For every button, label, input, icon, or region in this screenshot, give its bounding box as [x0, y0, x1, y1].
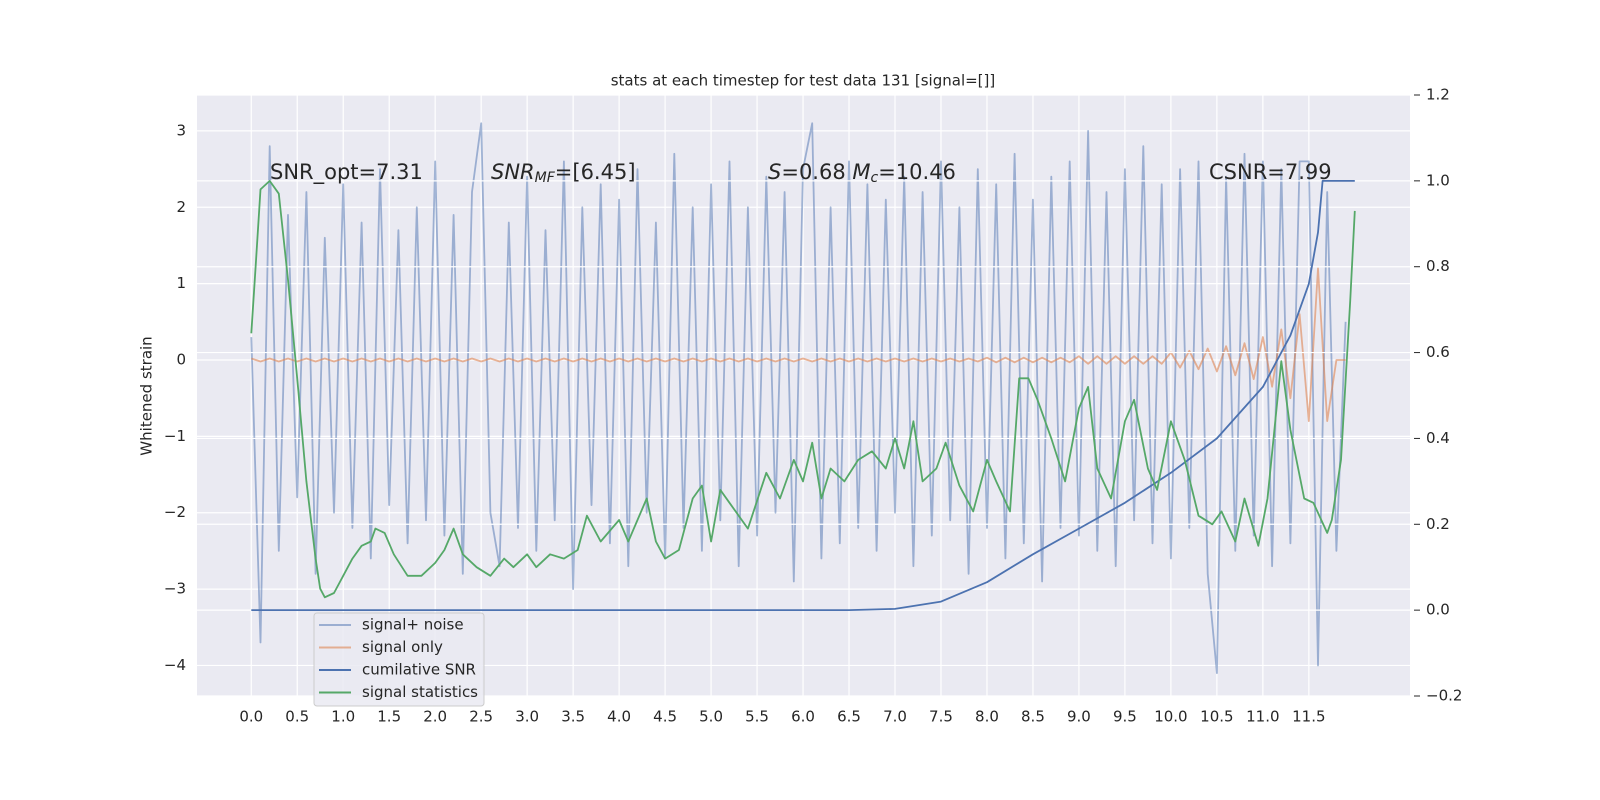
y2-tick-label: 0.8: [1426, 257, 1450, 275]
x-tick-label: 3.5: [561, 708, 585, 726]
y-tick-label: −4: [164, 656, 186, 674]
y2-tick-label: 0.6: [1426, 343, 1450, 361]
annotation-part: c: [871, 170, 879, 186]
y-tick-label: −1: [164, 427, 186, 445]
series-line: [251, 180, 1355, 611]
y-tick-label: −2: [164, 503, 186, 521]
x-tick-label: 11.5: [1292, 708, 1325, 726]
x-tick-label: 8.5: [1021, 708, 1045, 726]
annotation-part: SNR: [491, 160, 535, 184]
y2-tick-label: 0.0: [1426, 601, 1450, 619]
series-line: [251, 267, 1346, 422]
annotation: CSNR=7.99: [1209, 160, 1332, 184]
series-line: [250, 122, 1347, 674]
x-tick-label: 8.0: [975, 708, 999, 726]
x-tick-label: 9.0: [1067, 708, 1091, 726]
x-tick-label: 6.5: [837, 708, 861, 726]
x-tick-label: 6.0: [791, 708, 815, 726]
y-tick-label: 2: [176, 198, 186, 216]
annotation-part: =0.68: [781, 160, 852, 184]
x-tick-label: 10.0: [1154, 708, 1187, 726]
x-tick-label: 5.0: [699, 708, 723, 726]
legend-label: signal only: [362, 638, 443, 656]
annotation-part: MF: [535, 170, 556, 186]
annotation-part: SNR_opt=7.31: [270, 160, 423, 185]
x-tick-label: 5.5: [745, 708, 769, 726]
series-line: [250, 180, 1356, 599]
annotation: S=0.68 Mc=10.46: [768, 160, 956, 186]
legend-label: signal+ noise: [362, 616, 464, 634]
legend-label: cumilative SNR: [362, 661, 476, 679]
x-tick-label: 11.0: [1246, 708, 1279, 726]
annotation-part: CSNR=7.99: [1209, 160, 1332, 184]
x-tick-label: 0.0: [239, 708, 263, 726]
y2-tick-label: 0.4: [1426, 429, 1450, 447]
x-tick-label: 2.5: [469, 708, 493, 726]
y-tick-label: 0: [176, 350, 186, 368]
y-tick-label: 1: [176, 274, 186, 292]
x-tick-label: 7.0: [883, 708, 907, 726]
x-tick-label: 7.5: [929, 708, 953, 726]
y2-tick-label: 1.2: [1426, 86, 1450, 104]
x-tick-label: 10.5: [1200, 708, 1233, 726]
x-tick-label: 9.5: [1113, 708, 1137, 726]
x-tick-label: 3.0: [515, 708, 539, 726]
legend-label: signal statistics: [362, 683, 478, 701]
y2-tick-label: −0.2: [1426, 687, 1462, 705]
x-tick-label: 0.5: [285, 708, 309, 726]
x-tick-label: 1.0: [331, 708, 355, 726]
legend-box: [313, 612, 485, 707]
chart-title: stats at each timestep for test data 131…: [611, 72, 996, 90]
annotation: SNR_opt=7.31: [270, 160, 423, 185]
x-tick-label: 2.0: [423, 708, 447, 726]
y-tick-label: 3: [176, 121, 186, 139]
annotation-part: =[6.45]: [555, 160, 636, 184]
x-tick-label: 4.0: [607, 708, 631, 726]
y-tick-label: −3: [164, 580, 186, 598]
x-tick-label: 4.5: [653, 708, 677, 726]
annotation-part: =10.46: [878, 160, 956, 184]
y2-tick-label: 1.0: [1426, 171, 1450, 189]
y2-tick-label: 0.2: [1426, 515, 1450, 533]
x-tick-label: 1.5: [377, 708, 401, 726]
annotation-part: M: [852, 160, 870, 184]
annotation-part: S: [768, 160, 781, 184]
y-axis-label: Whitened strain: [138, 336, 156, 455]
annotation: SNRMF=[6.45]: [491, 160, 636, 186]
